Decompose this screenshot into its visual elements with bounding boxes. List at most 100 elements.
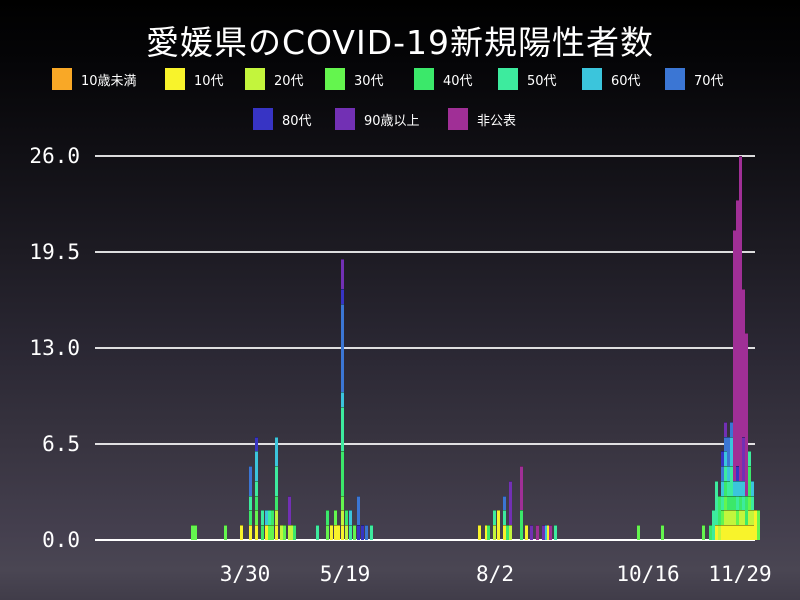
legend-item-60代: 60代 xyxy=(582,68,641,90)
bar-segment-40代 xyxy=(326,510,329,526)
bar-segment-40代 xyxy=(293,525,296,540)
bar xyxy=(293,525,296,540)
bar-segment-40代 xyxy=(255,495,258,511)
legend-item-10歳未満: 10歳未満 xyxy=(52,68,137,90)
bar-segment-80代 xyxy=(361,525,364,540)
bar-segment-40代 xyxy=(745,495,748,526)
bar-segment-10代 xyxy=(275,525,278,540)
bar-segment-50代 xyxy=(493,510,496,526)
bar-segment-50代 xyxy=(275,466,278,496)
x-axis-tick: 10/16 xyxy=(616,562,680,586)
bar-segment-非公表 xyxy=(733,229,736,481)
bar xyxy=(291,525,294,540)
bar xyxy=(341,259,344,540)
bar-segment-40代 xyxy=(724,480,727,496)
bar xyxy=(718,495,721,540)
bar-segment-30代 xyxy=(661,525,664,540)
legend-item-70代: 70代 xyxy=(665,68,724,90)
legend-swatch-icon xyxy=(448,108,468,130)
bar xyxy=(280,525,283,540)
bar-segment-40代 xyxy=(739,495,742,511)
bar-segment-40代 xyxy=(733,495,736,511)
bar xyxy=(316,525,319,540)
bar-segment-10代 xyxy=(503,525,506,540)
bar xyxy=(353,525,356,540)
bar-segment-10代 xyxy=(727,525,730,540)
bar-segment-80代 xyxy=(736,466,739,481)
bar-segment-非公表 xyxy=(549,525,552,540)
bar xyxy=(487,525,490,540)
bar-segment-30代 xyxy=(757,510,760,540)
bar-segment-50代 xyxy=(261,510,264,526)
bar-segment-70代 xyxy=(721,466,724,481)
legend-item-10代: 10代 xyxy=(165,68,224,90)
bar-segment-70代 xyxy=(503,495,506,511)
legend-item-50代: 50代 xyxy=(498,68,557,90)
bar xyxy=(349,510,352,540)
bar-segment-50代 xyxy=(730,466,733,496)
chart-title: 愛媛県のCOVID-19新規陽性者数 xyxy=(145,23,655,62)
legend-swatch-icon xyxy=(582,68,602,90)
bar xyxy=(709,525,712,540)
gridline-0.0 xyxy=(95,539,755,541)
bar-segment-80代 xyxy=(255,436,258,452)
bar-segment-60代 xyxy=(721,480,724,496)
bar-segment-10代 xyxy=(736,525,739,540)
bar-segment-50代 xyxy=(341,407,344,452)
bar-segment-10代 xyxy=(715,525,718,540)
bar xyxy=(702,525,705,540)
bar-segment-60代 xyxy=(736,480,739,496)
bar xyxy=(661,525,664,540)
bar-segment-40代 xyxy=(730,495,733,511)
bar-segment-非公表 xyxy=(739,155,742,481)
bar-segment-30代 xyxy=(724,495,727,511)
y-axis-tick: 26.0 xyxy=(29,143,80,168)
bar xyxy=(545,525,548,540)
bar xyxy=(733,229,736,540)
bar-segment-70代 xyxy=(365,525,368,540)
bar-segment-30代 xyxy=(271,525,274,540)
bar xyxy=(194,525,197,540)
bar-segment-70代 xyxy=(724,436,727,452)
bar-segment-20代 xyxy=(748,510,751,526)
bar-segment-50代 xyxy=(751,495,754,511)
bar-segment-60代 xyxy=(349,510,352,526)
bar xyxy=(736,200,739,540)
bar-segment-80代 xyxy=(721,451,724,467)
bar-segment-30代 xyxy=(224,525,227,540)
bar-segment-70代 xyxy=(357,495,360,526)
bar xyxy=(525,525,528,540)
bar xyxy=(261,510,264,540)
bar-segment-50代 xyxy=(748,451,751,467)
gridline-19.5 xyxy=(95,250,755,253)
bar-segment-20代 xyxy=(718,525,721,540)
bar-segment-50代 xyxy=(349,525,352,540)
bar-segment-90歳以上 xyxy=(288,495,291,526)
bar xyxy=(520,466,523,540)
bar-segment-10代 xyxy=(337,525,340,540)
bar xyxy=(288,495,291,540)
bar xyxy=(549,525,552,540)
bar-segment-80代 xyxy=(357,525,360,540)
legend-item-40代: 40代 xyxy=(414,68,473,90)
bar-segment-10代 xyxy=(721,525,724,540)
bar-segment-10代 xyxy=(745,525,748,540)
bar-segment-40代 xyxy=(249,510,252,526)
bar xyxy=(275,436,278,540)
bar-segment-20代 xyxy=(341,510,344,526)
bar xyxy=(271,510,274,540)
bar-segment-50代 xyxy=(742,495,745,511)
legend-item-20代: 20代 xyxy=(245,68,304,90)
bar xyxy=(224,525,227,540)
legend-label: 10代 xyxy=(194,73,224,89)
bar-segment-60代 xyxy=(733,480,736,496)
bar-segment-40代 xyxy=(506,525,509,540)
bar xyxy=(547,525,550,540)
bar xyxy=(721,451,724,540)
bar-segment-10代 xyxy=(265,525,268,540)
bar xyxy=(739,155,742,540)
x-axis-tick: 11/29 xyxy=(708,562,772,586)
bar-segment-30代 xyxy=(191,525,194,540)
bar xyxy=(745,333,748,540)
bar-segment-非公表 xyxy=(520,466,523,511)
